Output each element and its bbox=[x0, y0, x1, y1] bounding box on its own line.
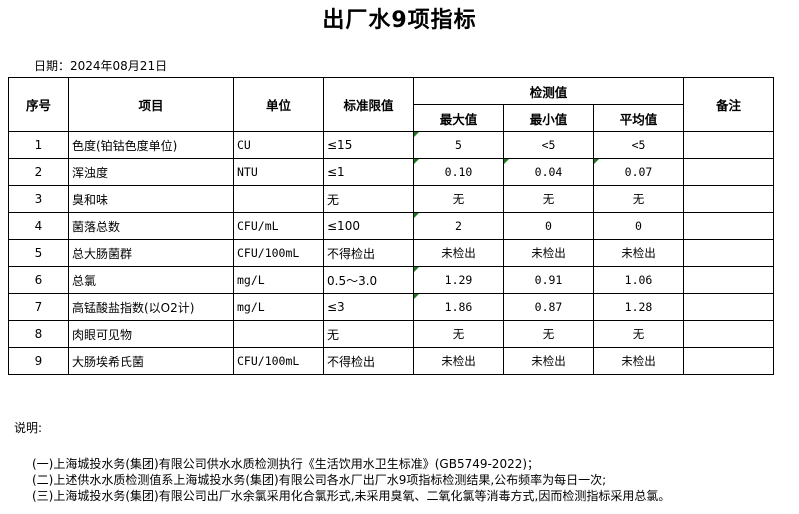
header-unit: 单位 bbox=[233, 77, 324, 132]
header-measured: 检测值 bbox=[413, 77, 684, 105]
cell-item: 总大肠菌群 bbox=[68, 239, 234, 267]
cell-limit: 不得检出 bbox=[323, 239, 414, 267]
cell-remark bbox=[683, 158, 774, 186]
notes: 说明: (一)上海城投水务(集团)有限公司供水水质检测执行《生活饮用水卫生标准》… bbox=[14, 420, 670, 504]
cell-min: 无 bbox=[503, 320, 594, 348]
cell-unit: NTU bbox=[233, 158, 324, 186]
note-line: (三)上海城投水务(集团)有限公司出厂水余氯采用化合氯形式,未采用臭氧、二氧化氯… bbox=[32, 489, 671, 503]
cell-limit: 0.5～3.0 bbox=[323, 266, 414, 294]
cell-max: 未检出 bbox=[413, 239, 504, 267]
cell-unit: CFU/100mL bbox=[233, 347, 324, 375]
cell-item: 臭和味 bbox=[68, 185, 234, 213]
cell-min: 0 bbox=[503, 212, 594, 240]
cell-remark bbox=[683, 239, 774, 267]
cell-remark bbox=[683, 131, 774, 159]
cell-avg: 0.07 bbox=[593, 158, 684, 186]
cell-limit: ≤15 bbox=[323, 131, 414, 159]
cell-max: 5 bbox=[413, 131, 504, 159]
cell-no: 9 bbox=[8, 347, 69, 375]
cell-min: <5 bbox=[503, 131, 594, 159]
cell-remark bbox=[683, 212, 774, 240]
cell-min: 0.04 bbox=[503, 158, 594, 186]
cell-min: 0.87 bbox=[503, 293, 594, 321]
cell-no: 2 bbox=[8, 158, 69, 186]
cell-remark bbox=[683, 266, 774, 294]
cell-min: 未检出 bbox=[503, 347, 594, 375]
cell-avg: 1.28 bbox=[593, 293, 684, 321]
table-row: 7 高锰酸盐指数(以O2计) mg/L ≤3 1.86 0.87 1.28 bbox=[8, 293, 774, 321]
cell-avg: 无 bbox=[593, 320, 684, 348]
cell-no: 7 bbox=[8, 293, 69, 321]
report-date: 日期：2024年08月21日 bbox=[34, 59, 168, 73]
cell-limit: ≤1 bbox=[323, 158, 414, 186]
header-max: 最大值 bbox=[413, 104, 504, 132]
header-remark: 备注 bbox=[683, 77, 774, 132]
cell-max: 1.29 bbox=[413, 266, 504, 294]
cell-remark bbox=[683, 185, 774, 213]
cell-item: 高锰酸盐指数(以O2计) bbox=[68, 293, 234, 321]
cell-limit: 不得检出 bbox=[323, 347, 414, 375]
cell-limit: 无 bbox=[323, 320, 414, 348]
table-row: 6 总氯 mg/L 0.5～3.0 1.29 0.91 1.06 bbox=[8, 266, 774, 294]
cell-no: 4 bbox=[8, 212, 69, 240]
cell-min: 无 bbox=[503, 185, 594, 213]
cell-avg: 未检出 bbox=[593, 347, 684, 375]
cell-item: 肉眼可见物 bbox=[68, 320, 234, 348]
note-line: (一)上海城投水务(集团)有限公司供水水质检测执行《生活饮用水卫生标准》(GB5… bbox=[32, 457, 540, 471]
cell-max: 未检出 bbox=[413, 347, 504, 375]
table-row: 1 色度(铂钴色度单位) CU ≤15 5 <5 <5 bbox=[8, 131, 774, 159]
cell-limit: ≤100 bbox=[323, 212, 414, 240]
cell-limit: ≤3 bbox=[323, 293, 414, 321]
header-avg: 平均值 bbox=[593, 104, 684, 132]
cell-unit bbox=[233, 320, 324, 348]
cell-no: 1 bbox=[8, 131, 69, 159]
note-line: (二)上述供水水质检测值系上海城投水务(集团)有限公司各水厂出厂水9项指标检测结… bbox=[32, 473, 607, 487]
cell-min: 0.91 bbox=[503, 266, 594, 294]
cell-no: 5 bbox=[8, 239, 69, 267]
cell-no: 3 bbox=[8, 185, 69, 213]
cell-avg: 1.06 bbox=[593, 266, 684, 294]
cell-avg: 未检出 bbox=[593, 239, 684, 267]
cell-avg: <5 bbox=[593, 131, 684, 159]
cell-max: 2 bbox=[413, 212, 504, 240]
cell-unit: CFU/100mL bbox=[233, 239, 324, 267]
cell-no: 8 bbox=[8, 320, 69, 348]
cell-unit: CU bbox=[233, 131, 324, 159]
header-item: 项目 bbox=[68, 77, 234, 132]
cell-item: 色度(铂钴色度单位) bbox=[68, 131, 234, 159]
table-row: 3 臭和味无无无无 bbox=[8, 185, 774, 213]
cell-limit: 无 bbox=[323, 185, 414, 213]
cell-avg: 0 bbox=[593, 212, 684, 240]
cell-unit bbox=[233, 185, 324, 213]
notes-label: 说明: bbox=[14, 421, 43, 435]
cell-item: 浑浊度 bbox=[68, 158, 234, 186]
cell-item: 大肠埃希氏菌 bbox=[68, 347, 234, 375]
header-min: 最小值 bbox=[503, 104, 594, 132]
cell-avg: 无 bbox=[593, 185, 684, 213]
cell-unit: mg/L bbox=[233, 266, 324, 294]
table-row: 4 菌落总数 CFU/mL ≤100 2 0 0 bbox=[8, 212, 774, 240]
header-limit: 标准限值 bbox=[323, 77, 414, 132]
cell-remark bbox=[683, 347, 774, 375]
table-row: 8 肉眼可见物无无无无 bbox=[8, 320, 774, 348]
cell-item: 总氯 bbox=[68, 266, 234, 294]
cell-item: 菌落总数 bbox=[68, 212, 234, 240]
water-quality-table: 序号 项目 单位 标准限值 检测值 备注 最大值 最小值 平均值 1 色度(铂钴色… bbox=[8, 77, 774, 375]
cell-max: 1.86 bbox=[413, 293, 504, 321]
cell-remark bbox=[683, 293, 774, 321]
cell-max: 0.10 bbox=[413, 158, 504, 186]
page-title: 出厂水9项指标 bbox=[322, 8, 477, 33]
table-row: 5 总大肠菌群 CFU/100mL 不得检出 未检出 未检出 未检出 bbox=[8, 239, 774, 267]
cell-max: 无 bbox=[413, 185, 504, 213]
cell-max: 无 bbox=[413, 320, 504, 348]
cell-remark bbox=[683, 320, 774, 348]
cell-unit: CFU/mL bbox=[233, 212, 324, 240]
table-row: 2 浑浊度 NTU ≤1 0.10 0.04 0.07 bbox=[8, 158, 774, 186]
cell-no: 6 bbox=[8, 266, 69, 294]
table-row: 9 大肠埃希氏菌 CFU/100mL 不得检出 未检出 未检出 未检出 bbox=[8, 347, 774, 375]
cell-min: 未检出 bbox=[503, 239, 594, 267]
header-no: 序号 bbox=[8, 77, 69, 132]
cell-unit: mg/L bbox=[233, 293, 324, 321]
